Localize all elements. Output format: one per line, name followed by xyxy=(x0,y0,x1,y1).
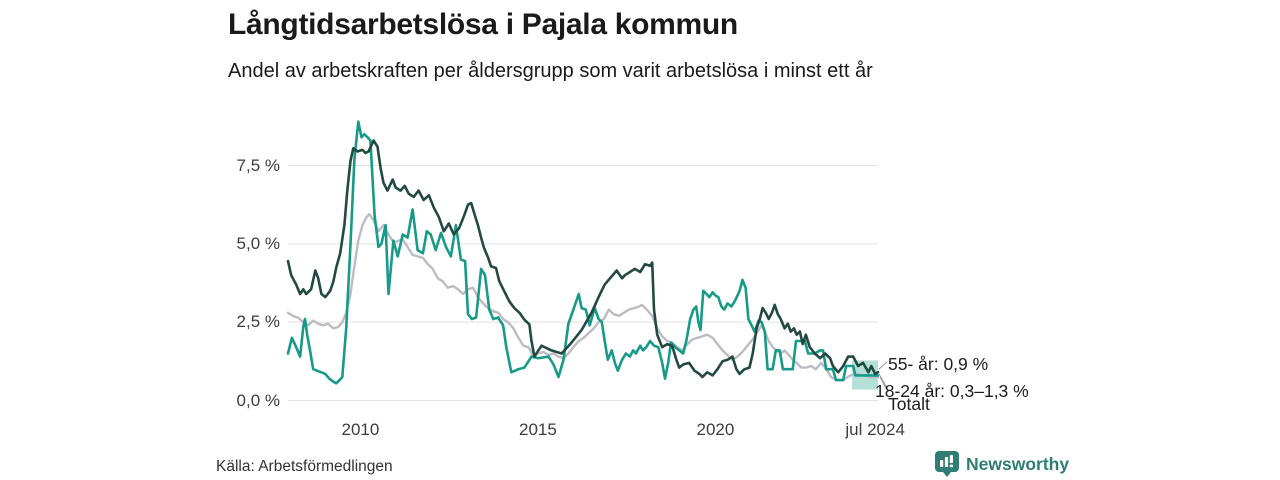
page-title: Långtidsarbetslösa i Pajala kommun xyxy=(228,8,738,41)
annotation-18-24-ar: 18-24 år: 0,3–1,3 % xyxy=(875,381,1029,401)
x-axis-tick-jul-2024: jul 2024 xyxy=(845,420,905,439)
y-axis-tick-0: 0,0 % xyxy=(236,390,280,410)
y-axis-tick-5-0: 5,0 % xyxy=(236,233,280,253)
annotation-55-ar: 55- år: 0,9 % xyxy=(888,354,989,374)
x-axis-tick-2010: 2010 xyxy=(341,420,380,439)
y-axis-tick-2-5: 2,5 % xyxy=(236,312,280,332)
source-credit: Källa: Arbetsförmedlingen xyxy=(216,458,393,475)
annotation-totalt: Totalt xyxy=(888,394,930,414)
page-subtitle: Andel av arbetskraften per åldersgrupp s… xyxy=(228,60,873,82)
y-axis-tick-7-5: 7,5 % xyxy=(236,155,280,175)
series-line-totalt xyxy=(286,212,880,382)
newsworthy-pin-icon xyxy=(935,451,959,477)
brand-logo: Newsworthy xyxy=(935,451,1069,477)
series-line-18-24-r xyxy=(286,120,880,385)
leader-line xyxy=(878,361,888,370)
x-axis-tick-2020: 2020 xyxy=(696,420,735,439)
x-axis-tick-2015: 2015 xyxy=(518,420,557,439)
brand-name: Newsworthy xyxy=(966,453,1070,474)
series-line-55-r xyxy=(286,139,880,379)
